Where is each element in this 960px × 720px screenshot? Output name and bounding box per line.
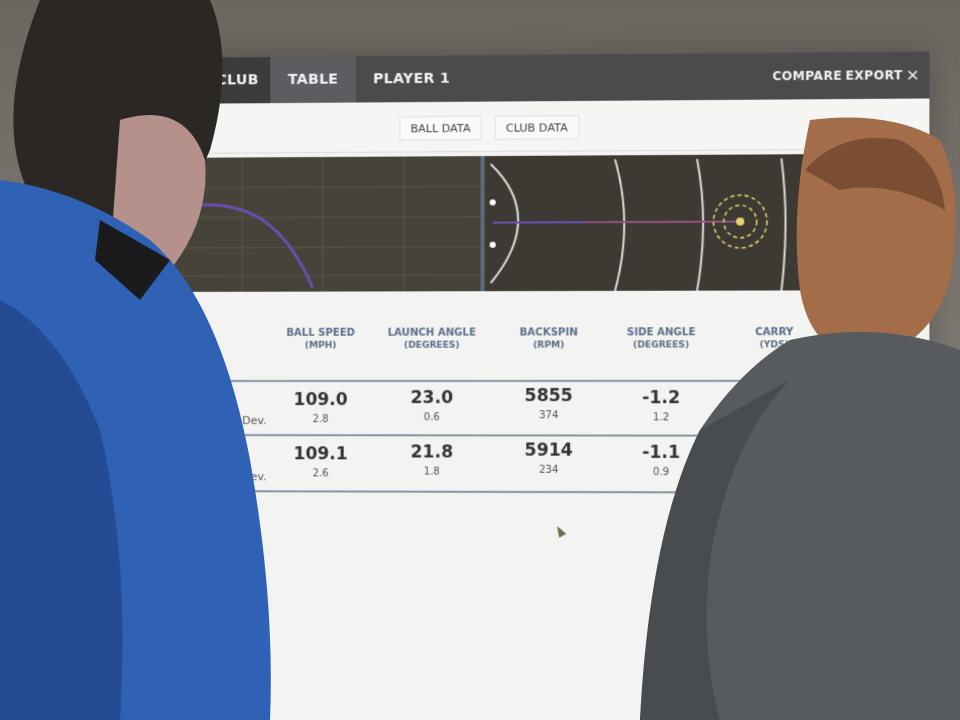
export-button[interactable]: EXPORT bbox=[845, 52, 899, 99]
table-cell: 5855 bbox=[498, 386, 600, 406]
table-cell: 153 bbox=[723, 441, 826, 461]
tab-player-1[interactable]: PLAYER 1 bbox=[366, 55, 457, 102]
table-cell: 153 bbox=[723, 386, 826, 406]
row-label: d. Dev. bbox=[228, 414, 267, 427]
data-subtabs: BALL DATA CLUB DATA bbox=[150, 98, 929, 154]
table-cell: 5914 bbox=[498, 440, 600, 460]
ball-data-table: BALL SPEED (MPH) LAUNCH ANGLE (DEGREES) BA… bbox=[210, 327, 862, 328]
top-nav-bar: CLUB TABLE PLAYER 1 COMPARE EXPORT × bbox=[150, 52, 929, 104]
std-dev-cell: 2.8 bbox=[270, 414, 371, 425]
close-icon[interactable]: × bbox=[901, 52, 924, 99]
std-dev-cell: 234 bbox=[498, 465, 600, 476]
subtab-ball-data[interactable]: BALL DATA bbox=[399, 116, 481, 141]
compare-button[interactable]: COMPARE bbox=[771, 52, 843, 99]
table-cell: -1.1 bbox=[610, 443, 713, 463]
std-dev-cell: 0.9 bbox=[610, 467, 713, 478]
column-header: LAUNCH ANGLE (DEGREES) bbox=[381, 327, 482, 351]
column-header: BACKSPIN (RPM) bbox=[498, 327, 600, 351]
column-header: CARRY (YDS) bbox=[723, 327, 826, 351]
std-dev-cell: 1.8 bbox=[381, 466, 482, 477]
std-dev-cell: 0.6 bbox=[381, 412, 482, 423]
std-dev-cell: 374 bbox=[498, 410, 600, 421]
std-dev-cell: 6 bbox=[723, 410, 826, 421]
row-label: d. Dev. bbox=[228, 470, 267, 483]
table-cell: 109.1 bbox=[270, 444, 371, 464]
table-cell: -1.2 bbox=[610, 388, 713, 408]
std-dev-cell: 1.2 bbox=[610, 412, 713, 423]
table-cell: 21.8 bbox=[381, 442, 482, 462]
shot-visualization-graphic bbox=[162, 154, 833, 292]
table-cell: 23.0 bbox=[381, 388, 482, 408]
std-dev-cell: 2.6 bbox=[270, 468, 371, 479]
row-divider bbox=[220, 490, 831, 494]
column-header: BALL SPEED (MPH) bbox=[270, 328, 371, 352]
tab-table[interactable]: TABLE bbox=[270, 56, 356, 103]
projector-screen: CLUB TABLE PLAYER 1 COMPARE EXPORT × BAL… bbox=[150, 52, 929, 720]
tab-club[interactable]: CLUB bbox=[205, 57, 270, 104]
table-cell: 109.0 bbox=[270, 390, 371, 410]
subtab-club-data[interactable]: CLUB DATA bbox=[495, 115, 579, 140]
row-divider bbox=[220, 380, 831, 382]
mouse-cursor-icon bbox=[554, 524, 567, 538]
column-header: SIDE ANGLE (DEGREES) bbox=[610, 327, 713, 351]
row-divider bbox=[220, 434, 831, 437]
shot-visualization bbox=[162, 154, 833, 292]
